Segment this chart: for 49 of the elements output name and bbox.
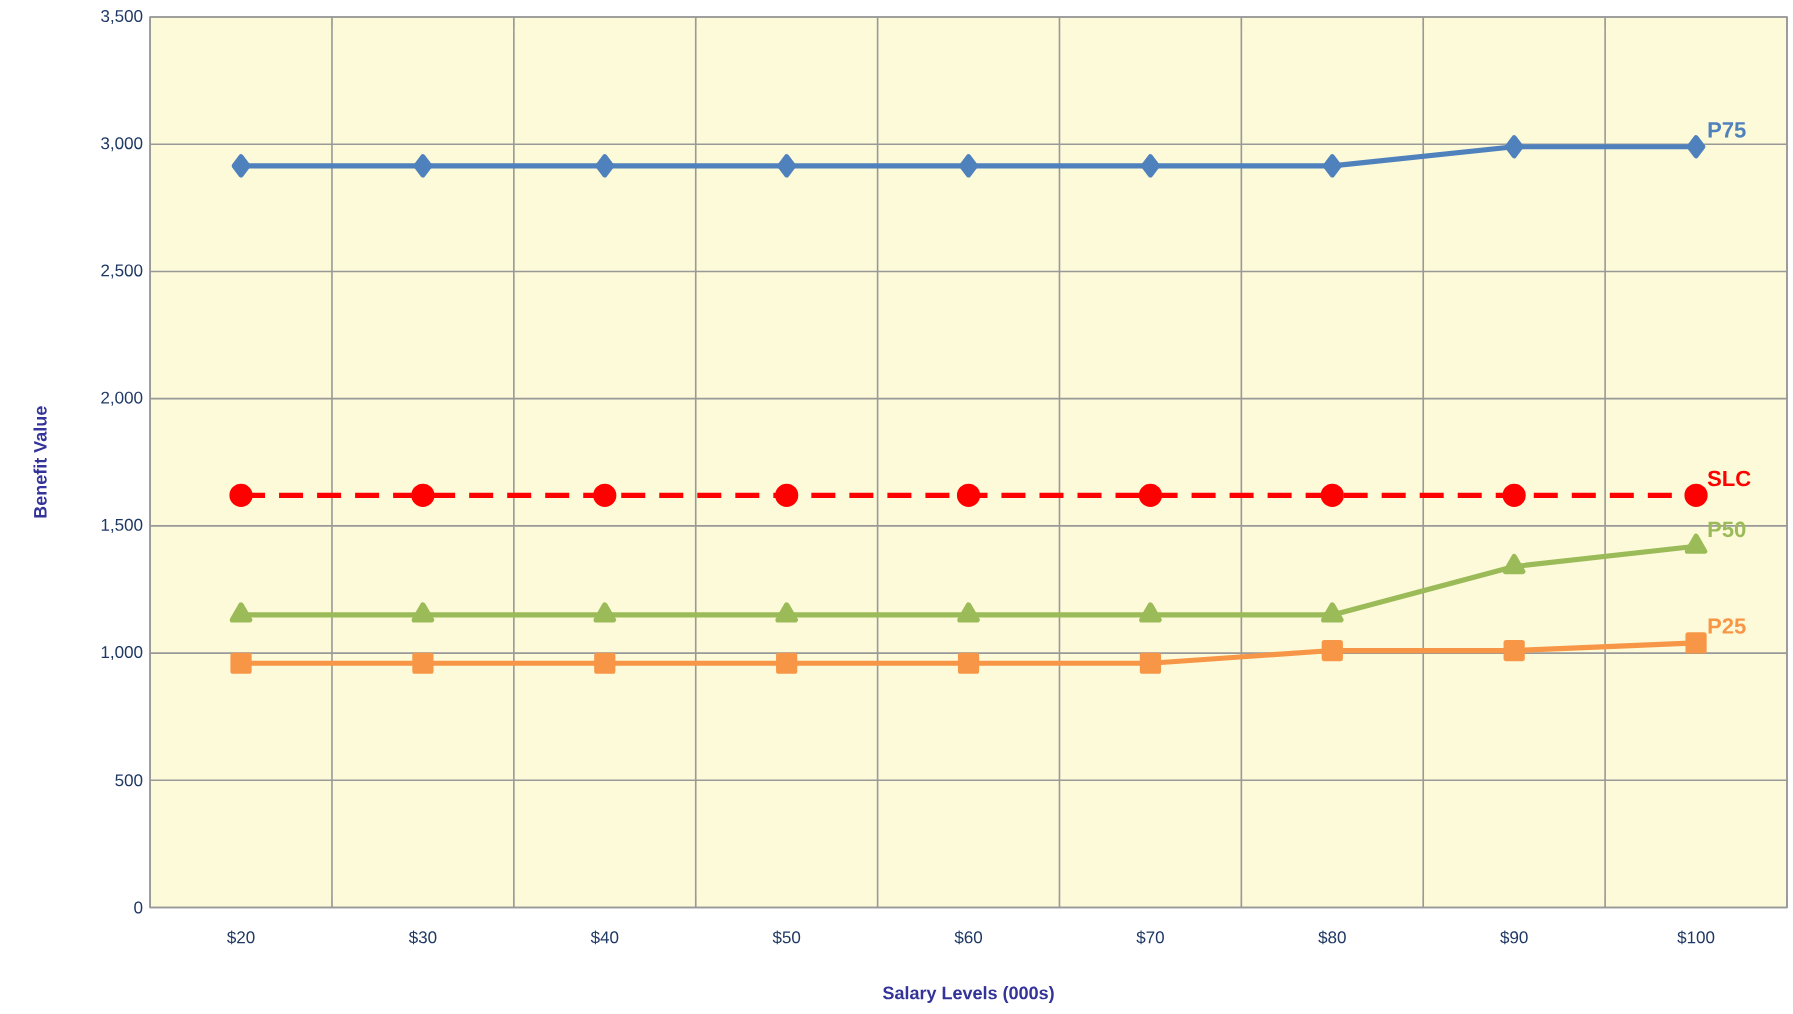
y-tick-label: 1,000 [101, 646, 143, 661]
point [1686, 135, 1706, 159]
point [230, 652, 252, 675]
x-tick-label: $70 [1136, 930, 1164, 945]
point [1139, 652, 1162, 675]
x-tick-label: $100 [1677, 930, 1715, 945]
point [593, 483, 617, 508]
x-tick-label: $60 [954, 930, 983, 945]
point [776, 652, 798, 675]
x-tick-label: $30 [408, 930, 437, 945]
point [231, 154, 251, 178]
series-label: SLC [1707, 470, 1751, 487]
point [411, 483, 435, 508]
point [1320, 483, 1344, 508]
series-label: P75 [1708, 122, 1746, 138]
y-tick-label: 0 [134, 901, 143, 914]
y-axis-title: Benefit Value [33, 406, 47, 518]
point [1138, 483, 1163, 508]
x-axis-title: Salary Levels (000s) [882, 986, 1054, 1004]
y-tick-label: 2,000 [101, 391, 143, 406]
x-tick-label: $80 [1318, 930, 1346, 945]
y-tick-label: 1,500 [101, 519, 143, 534]
y-tick-label: 3,000 [101, 137, 143, 152]
x-tick-label: $90 [1500, 930, 1528, 945]
point [1504, 135, 1524, 159]
point [595, 154, 615, 178]
point [1503, 640, 1525, 662]
series-label: P25 [1708, 618, 1746, 635]
point [1684, 483, 1708, 508]
point [777, 154, 797, 178]
y-tick-label: 500 [115, 774, 143, 787]
point [594, 652, 616, 675]
point [775, 483, 799, 508]
point [1141, 154, 1160, 178]
point [413, 154, 433, 178]
point [956, 483, 981, 508]
x-tick-label: $50 [772, 930, 801, 945]
point [1321, 640, 1343, 662]
point [1322, 154, 1342, 178]
point [229, 483, 253, 508]
y-tick-label: 2,500 [101, 264, 143, 279]
x-tick-label: $20 [227, 930, 255, 945]
y-tick-label: 3,500 [101, 10, 143, 25]
point [1685, 632, 1707, 654]
x-tick-label: $40 [590, 930, 619, 945]
point [957, 652, 980, 675]
point [412, 652, 434, 675]
point [959, 154, 978, 178]
point [1502, 483, 1526, 508]
